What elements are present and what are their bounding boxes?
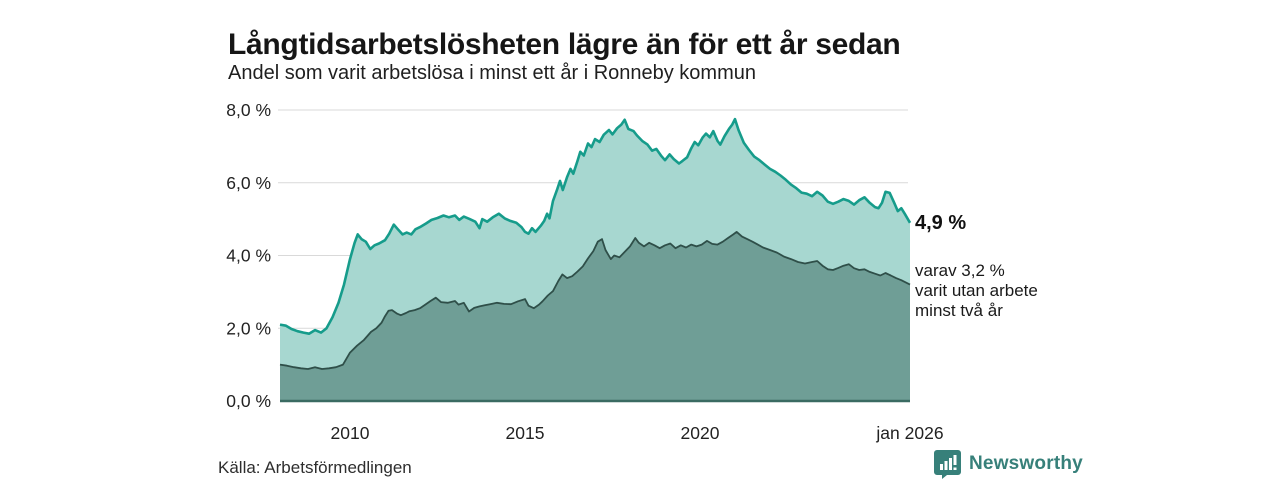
- secondary-annotation: varav 3,2 % varit utan arbete minst två …: [915, 261, 1038, 321]
- source-label: Källa: Arbetsförmedlingen: [218, 458, 412, 477]
- latest-value-label: 4,9 %: [915, 212, 967, 234]
- y-axis-tick-label: 0,0 %: [226, 391, 271, 411]
- chart-title: Långtidsarbetslösheten lägre än för ett …: [228, 28, 901, 62]
- area-fill: [280, 231, 910, 401]
- y-axis-tick-label: 6,0 %: [226, 173, 271, 193]
- x-axis-tick-label: jan 2026: [875, 423, 943, 443]
- series-line: [279, 231, 911, 370]
- chart-subtitle: Andel som varit arbetslösa i minst ett å…: [228, 62, 756, 84]
- x-axis-tick-label: 2020: [681, 423, 720, 443]
- newsworthy-barchart-pin-icon: [934, 449, 961, 479]
- series-line: [279, 117, 912, 335]
- secondary-annotation-line3: minst två år: [915, 301, 1003, 320]
- brand-name: Newsworthy: [969, 453, 1083, 474]
- y-axis-tick-label: 2,0 %: [226, 318, 271, 338]
- brand-logo[interactable]: Newsworthy: [934, 449, 1083, 479]
- secondary-annotation-line1: varav 3,2 %: [915, 261, 1005, 280]
- x-axis-tick-label: 2010: [331, 423, 370, 443]
- y-axis-tick-label: 8,0 %: [226, 100, 271, 120]
- x-axis-tick-label: 2015: [506, 423, 545, 443]
- secondary-annotation-line2: varit utan arbete: [915, 281, 1038, 300]
- y-axis-tick-label: 4,0 %: [226, 246, 271, 266]
